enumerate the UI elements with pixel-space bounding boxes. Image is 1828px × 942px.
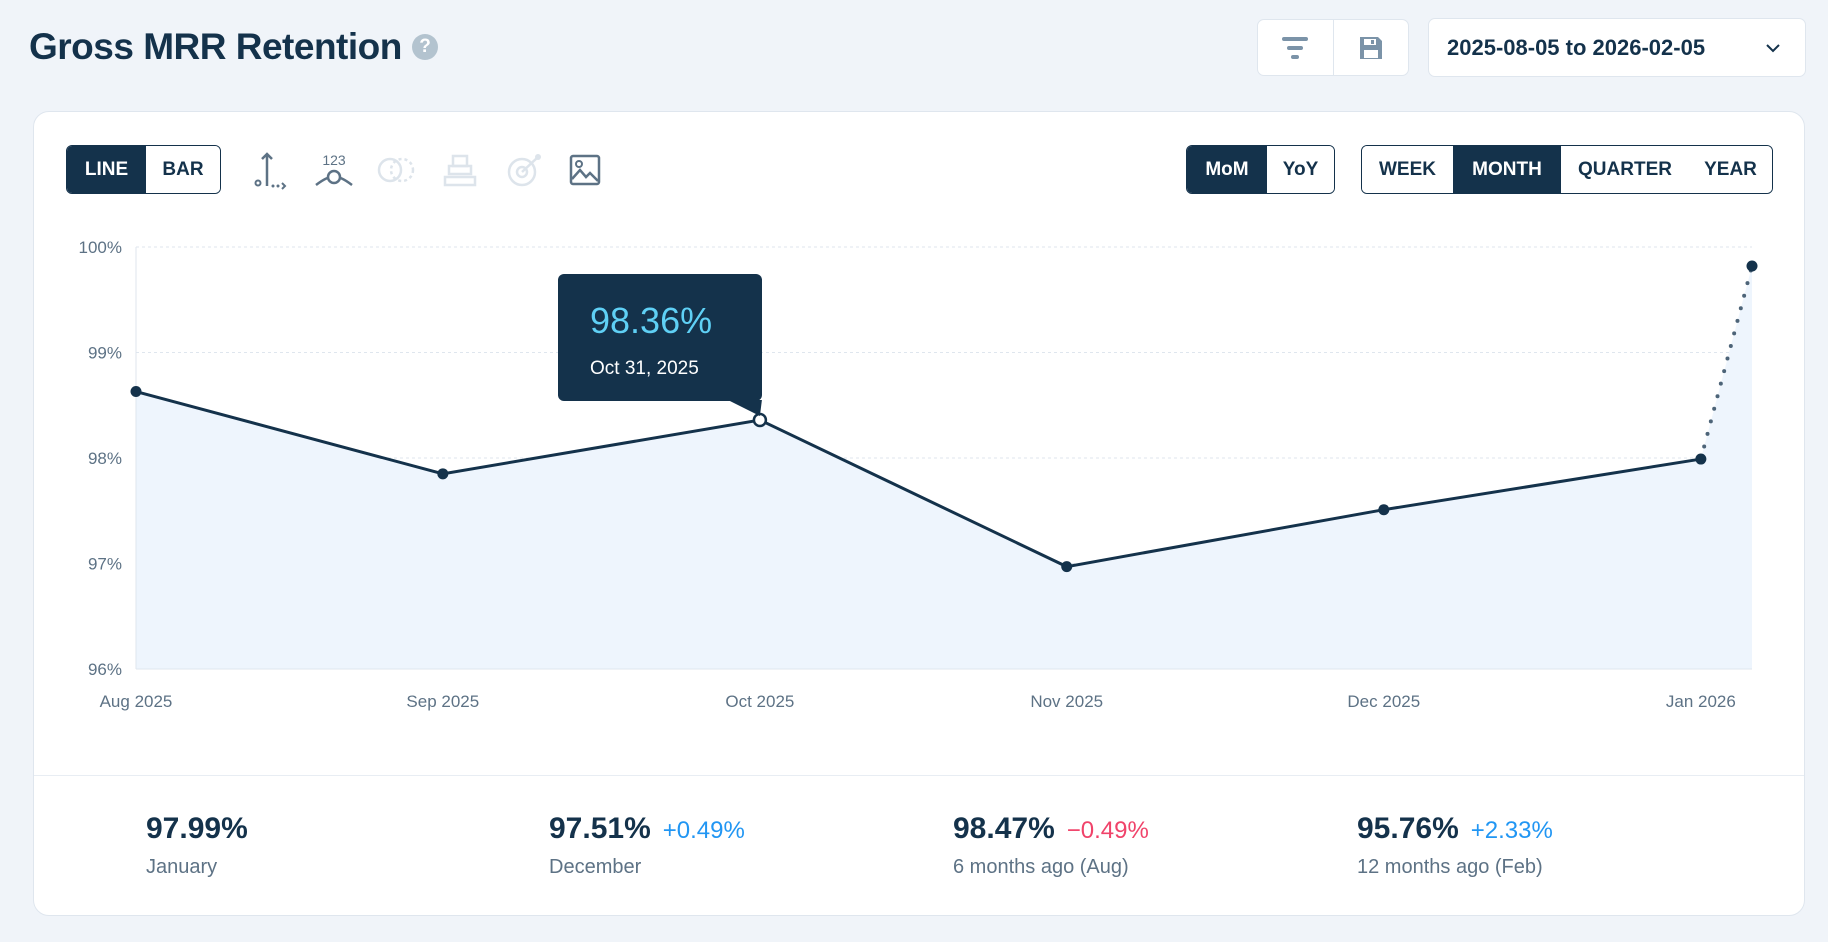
data-point [1695,453,1707,465]
date-range-value: 2025-08-05 to 2026-02-05 [1447,34,1706,60]
stat-12-months: 95.76% +2.33% 12 months ago (Feb) [1357,812,1553,879]
tooltip-value: 98.36% [590,300,713,341]
axis-scale-button[interactable] [248,148,292,192]
x-tick-label: Dec 2025 [1347,692,1420,711]
data-point [130,386,142,398]
stat-delta: +2.33% [1470,817,1553,844]
x-tick-label: Aug 2025 [100,692,173,711]
stat-value: 97.99% [146,812,248,845]
filter-icon [1282,36,1309,59]
month-button[interactable]: MONTH [1453,146,1561,193]
chevron-down-icon [1766,43,1780,52]
tooltip-arrow [727,400,762,417]
chart-type-toggle: LINE BAR [66,145,221,194]
quarter-button[interactable]: QUARTER [1561,146,1689,193]
yoy-button[interactable]: YoY [1267,146,1334,193]
target-icon [507,154,541,187]
area-fill [136,265,1752,669]
stat-label: 6 months ago (Aug) [953,856,1129,878]
x-tick-label: Nov 2025 [1030,692,1103,711]
stat-delta: −0.49% [1066,817,1149,844]
chart-tooltip: 98.36% Oct 31, 2025 [558,274,762,401]
data-point [1061,561,1073,573]
image-icon [569,154,601,186]
series-line [135,390,1702,569]
year-button[interactable]: YEAR [1689,146,1772,193]
filter-button[interactable] [1258,20,1333,75]
divider [34,775,1804,776]
y-tick-label: 98% [88,449,122,468]
stat-previous-month: 97.51% +0.49% December [549,812,745,879]
comparison-toggle: MoM YoY [1186,145,1335,194]
line-chart: 96% 97% 98% 99% 100% Aug 2025 Sep 2025 Oct 2025… [79,238,1758,711]
stat-label: 12 months ago (Feb) [1357,856,1543,878]
page-title: Gross MRR Retention ? [29,26,438,68]
data-labels-icon [315,169,353,187]
stack-icon [443,154,477,187]
line-chart-button[interactable]: LINE [67,146,146,193]
week-button[interactable]: WEEK [1362,146,1453,193]
goal-button[interactable] [503,148,547,192]
page-title-text: Gross MRR Retention [29,26,402,67]
y-tick-label: 97% [88,555,122,574]
data-labels-text: 123 [322,152,346,168]
save-button[interactable] [1332,20,1409,75]
period-toggle: WEEK MONTH QUARTER YEAR [1361,145,1773,194]
y-tick-label: 96% [88,660,122,679]
stat-label: December [549,856,642,878]
stat-label: January [146,856,218,878]
question-circle-icon[interactable]: ? [411,34,438,60]
mom-button[interactable]: MoM [1187,146,1267,193]
export-image-button[interactable] [563,148,607,192]
data-point [437,468,449,480]
stack-button[interactable] [438,148,482,192]
stat-current: 97.99% January [146,812,248,879]
header-actions [1257,19,1409,76]
stat-delta: +0.49% [662,817,745,844]
x-tick-label: Jan 2026 [1666,692,1736,711]
compare-button[interactable] [374,148,418,192]
stat-6-months: 98.47% −0.49% 6 months ago (Aug) [953,812,1149,879]
data-point [1746,260,1758,272]
tooltip-date: Oct 31, 2025 [590,358,699,379]
data-labels-button[interactable]: 123 [312,148,356,192]
stat-value: 97.51% [549,812,651,845]
date-range-select[interactable]: 2025-08-05 to 2026-02-05 [1428,18,1806,77]
save-icon [1359,36,1382,59]
x-tick-label: Oct 2025 [725,692,794,711]
y-tick-label: 99% [88,344,122,363]
overlap-circles-icon [377,157,415,183]
data-point [1378,504,1390,516]
axis-icon [254,152,287,190]
stat-value: 95.76% [1357,812,1459,845]
x-tick-label: Sep 2025 [406,692,479,711]
y-tick-label: 100% [79,238,122,257]
bar-chart-button[interactable]: BAR [146,146,220,193]
stat-value: 98.47% [953,812,1055,845]
